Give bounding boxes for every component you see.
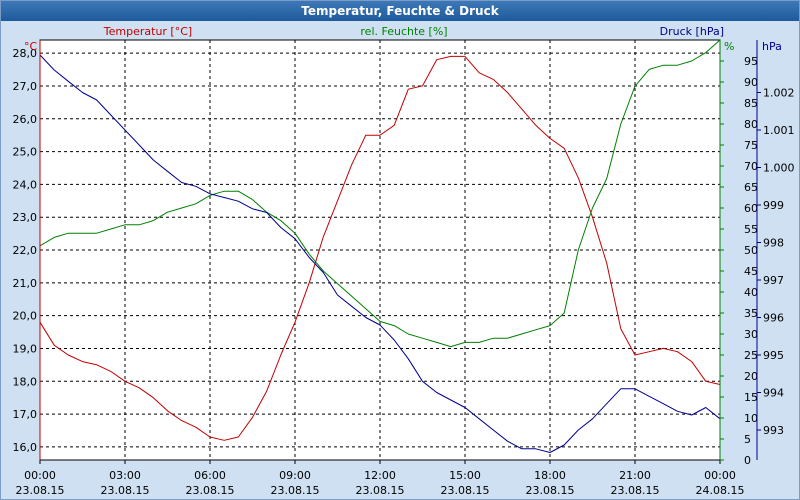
x-tick-label-date: 24.08.15 xyxy=(696,484,745,497)
temperature-tick-label: 25,0 xyxy=(13,146,38,159)
pressure-unit: hPa xyxy=(762,40,782,53)
temperature-series-line xyxy=(39,55,721,441)
humidity-tick-label: 70 xyxy=(744,160,758,173)
humidity-tick-label: 65 xyxy=(744,181,758,194)
temperature-tick-label: 22,0 xyxy=(13,244,38,257)
pressure-tick-label: 1.000 xyxy=(763,162,795,175)
humidity-tick-label: 5 xyxy=(744,433,751,446)
humidity-series-line xyxy=(39,39,721,348)
temperature-tick-label: 24,0 xyxy=(13,178,38,191)
pressure-tick-label: 996 xyxy=(763,312,784,325)
temperature-tick-label: 20,0 xyxy=(13,310,38,323)
humidity-tick-label: 40 xyxy=(744,286,758,299)
x-tick-label-date: 23.08.15 xyxy=(526,484,575,497)
temperature-tick-label: 28,0 xyxy=(13,47,38,60)
temperature-tick-label: 17,0 xyxy=(13,408,38,421)
humidity-tick-label: 90 xyxy=(744,76,758,89)
temperature-tick-label: 19,0 xyxy=(13,342,38,355)
humidity-tick-label: 85 xyxy=(744,97,758,110)
humidity-tick-label: 25 xyxy=(744,349,758,362)
humidity-tick-label: 20 xyxy=(744,370,758,383)
temperature-unit: °C xyxy=(24,40,38,53)
temperature-tick-label: 21,0 xyxy=(13,277,38,290)
pressure-tick-label: 1.002 xyxy=(763,87,795,100)
x-tick-label-time: 18:00 xyxy=(534,469,566,482)
temperature-tick-label: 27,0 xyxy=(13,80,38,93)
x-tick-label-date: 23.08.15 xyxy=(441,484,490,497)
pressure-tick-label: 995 xyxy=(763,349,784,362)
humidity-tick-label: 50 xyxy=(744,244,758,257)
x-tick-label-time: 00:00 xyxy=(704,469,736,482)
humidity-tick-label: 35 xyxy=(744,307,758,320)
chart-title: Temperatur, Feuchte & Druck xyxy=(1,1,799,21)
humidity-tick-label: 55 xyxy=(744,223,758,236)
x-tick-label-time: 00:00 xyxy=(24,469,56,482)
temperature-tick-label: 16,0 xyxy=(13,441,38,454)
x-tick-label-date: 23.08.15 xyxy=(271,484,320,497)
humidity-tick-label: 0 xyxy=(744,454,751,467)
x-tick-label-time: 03:00 xyxy=(109,469,141,482)
temperature-tick-label: 18,0 xyxy=(13,375,38,388)
temperature-tick-label: 23,0 xyxy=(13,211,38,224)
pressure-tick-label: 999 xyxy=(763,199,784,212)
temperature-axis-title: Temperatur [°C] xyxy=(103,25,192,38)
x-tick-label-date: 23.08.15 xyxy=(186,484,235,497)
humidity-tick-label: 15 xyxy=(744,391,758,404)
humidity-tick-label: 80 xyxy=(744,118,758,131)
x-tick-label-time: 21:00 xyxy=(619,469,651,482)
x-tick-label-time: 09:00 xyxy=(279,469,311,482)
pressure-tick-label: 994 xyxy=(763,387,784,400)
temperature-tick-label: 26,0 xyxy=(13,113,38,126)
humidity-tick-label: 10 xyxy=(744,412,758,425)
pressure-tick-label: 998 xyxy=(763,237,784,250)
humidity-tick-label: 95 xyxy=(744,55,758,68)
pressure-axis-title: Druck [hPa] xyxy=(660,25,724,38)
humidity-unit: % xyxy=(724,40,734,53)
x-tick-label-time: 12:00 xyxy=(364,469,396,482)
pressure-tick-label: 993 xyxy=(763,424,784,437)
humidity-tick-label: 75 xyxy=(744,139,758,152)
x-tick-label-date: 23.08.15 xyxy=(16,484,65,497)
x-tick-label-time: 15:00 xyxy=(449,469,481,482)
x-tick-label-date: 23.08.15 xyxy=(356,484,405,497)
x-tick-label-date: 23.08.15 xyxy=(611,484,660,497)
pressure-tick-label: 1.001 xyxy=(763,124,795,137)
x-tick-label-date: 23.08.15 xyxy=(101,484,150,497)
pressure-tick-label: 997 xyxy=(763,274,784,287)
humidity-tick-label: 45 xyxy=(744,265,758,278)
humidity-tick-label: 60 xyxy=(744,202,758,215)
x-tick-label-time: 06:00 xyxy=(194,469,226,482)
humidity-axis-title: rel. Feuchte [%] xyxy=(360,25,447,38)
pressure-series-line xyxy=(39,54,721,453)
humidity-tick-label: 30 xyxy=(744,328,758,341)
